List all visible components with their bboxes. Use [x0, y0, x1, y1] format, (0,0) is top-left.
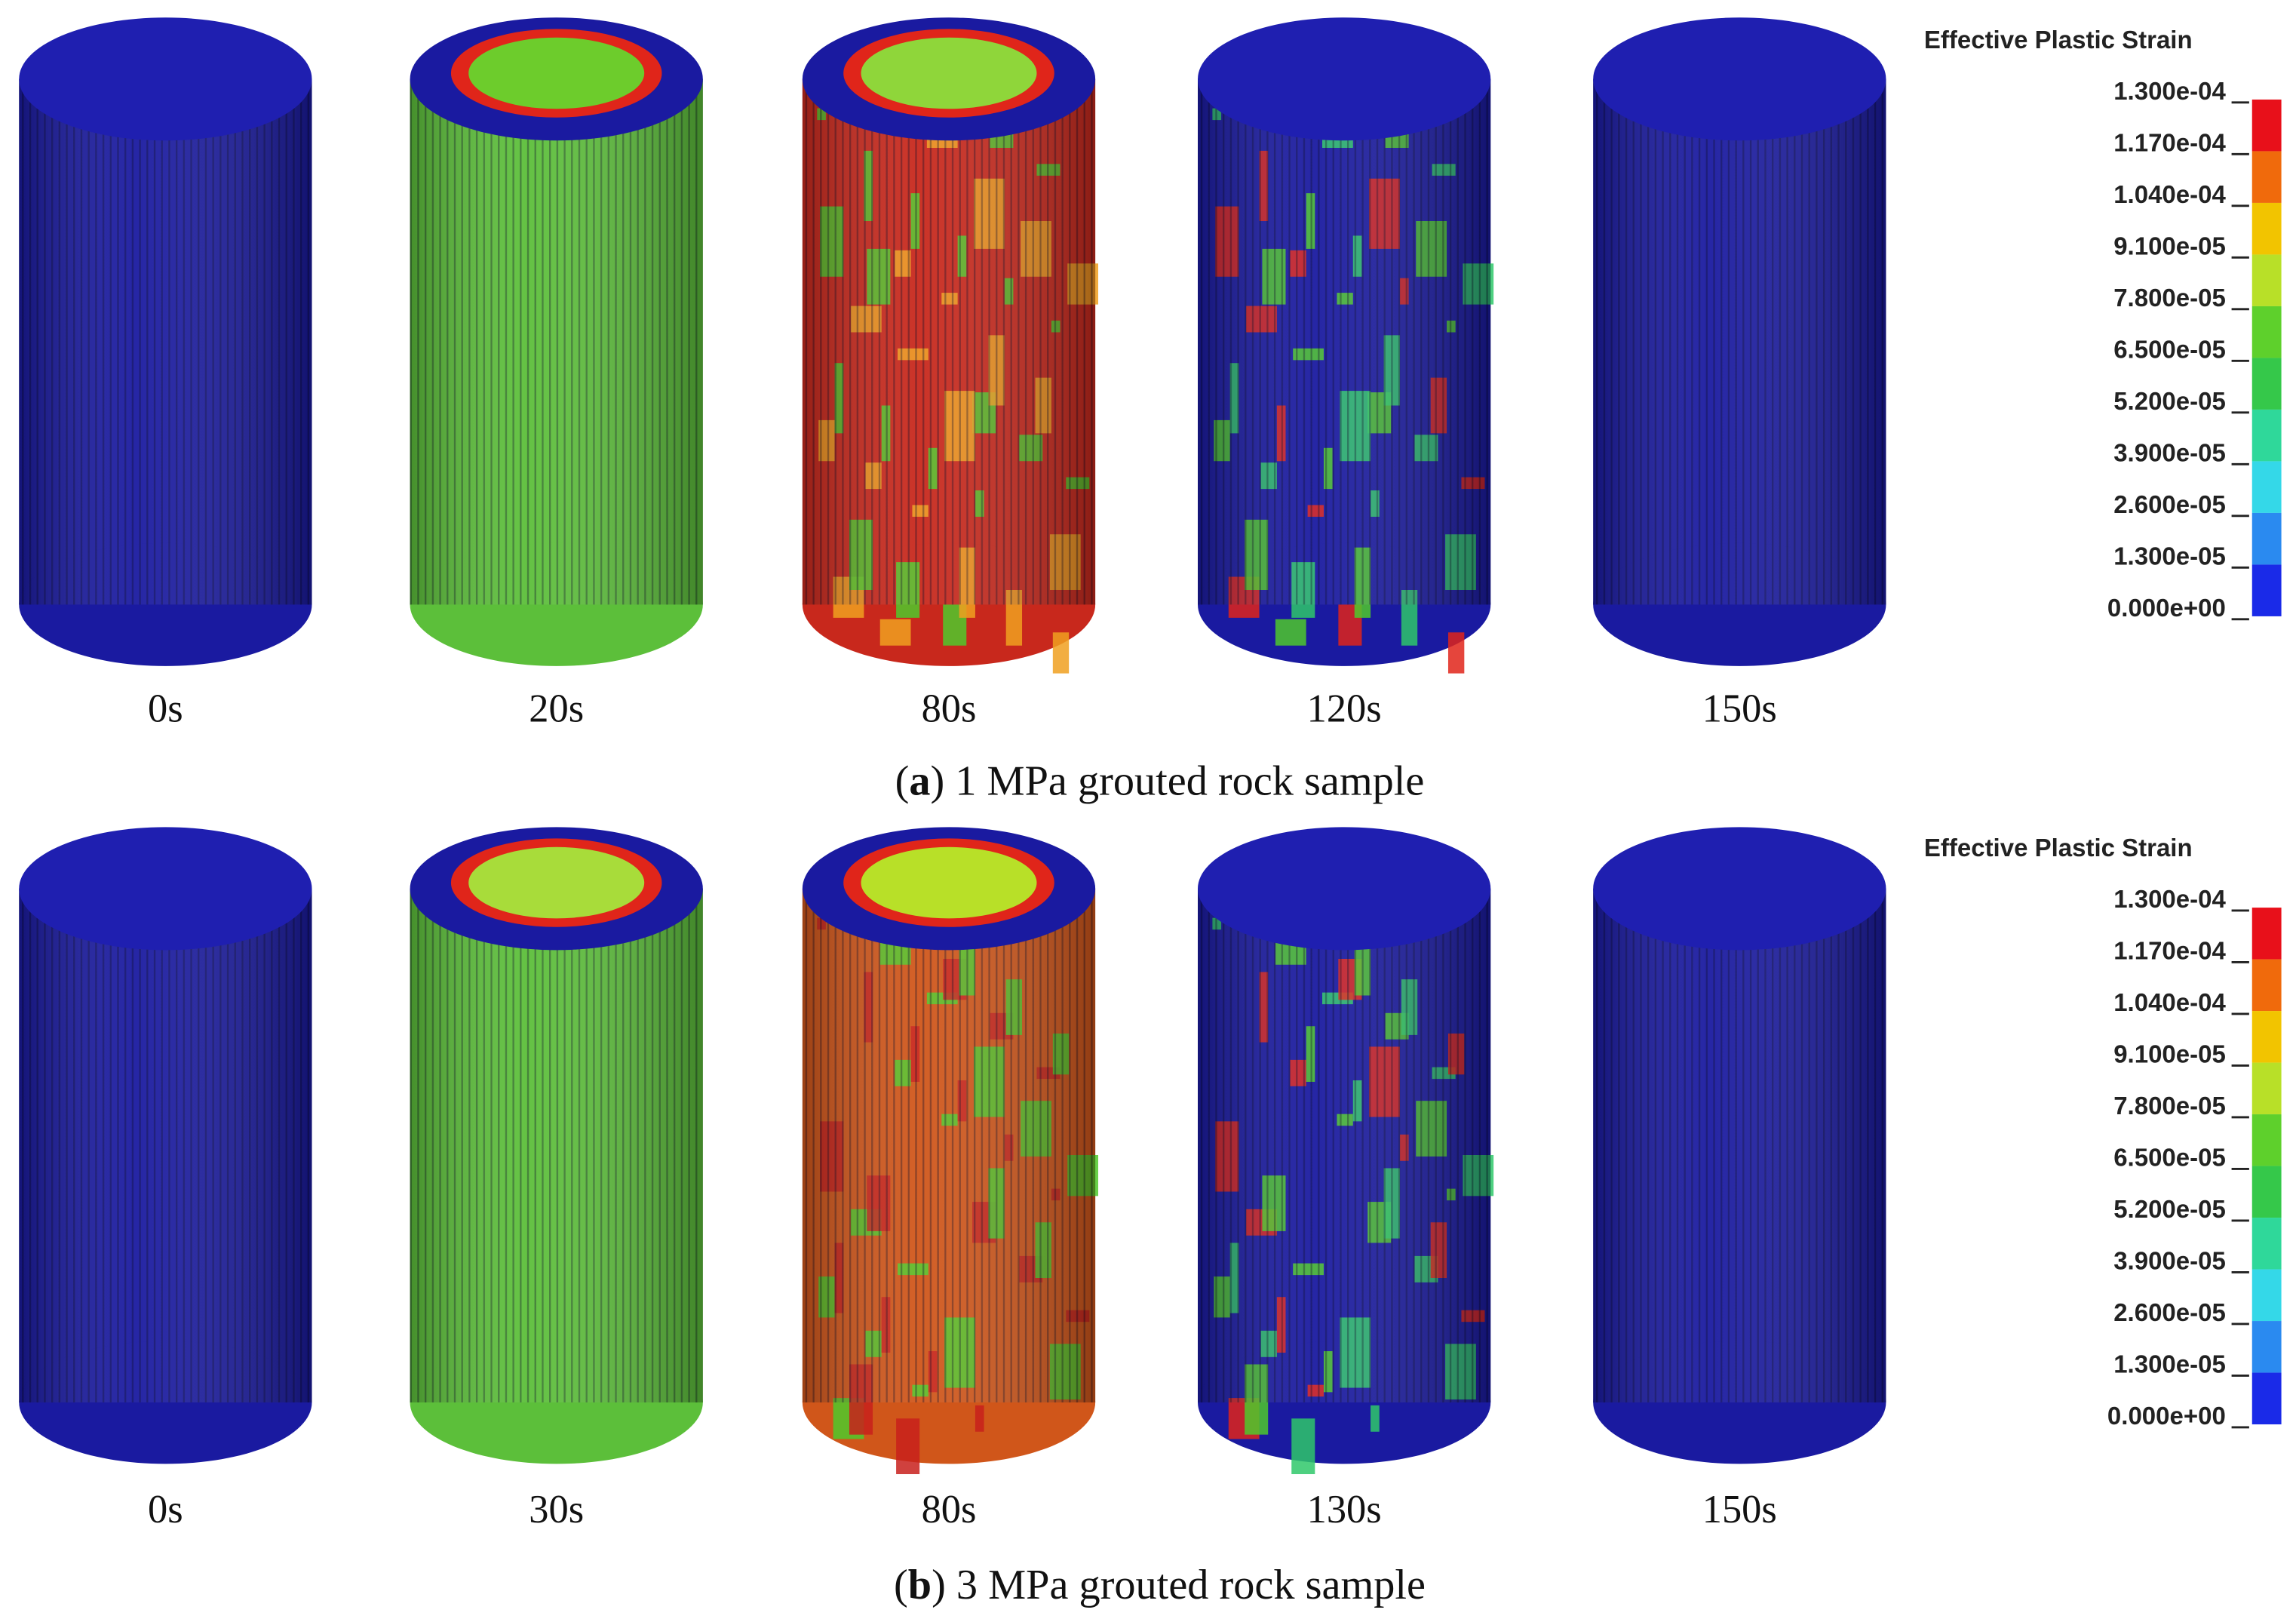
colorbar-tick-label: 1.170e-04 [2113, 937, 2226, 965]
cylinder-shade [802, 78, 1096, 605]
caption: (a) 1 MPa grouted rock sample [895, 758, 1425, 805]
colorbar-segment [2251, 99, 2282, 152]
colorbar-tick-label: 6.500e-05 [2113, 335, 2226, 363]
colorbar-segment [2251, 409, 2282, 462]
cylinder-shade [410, 78, 703, 605]
cylinder-shade [1593, 888, 1886, 1402]
colorbar-segment [2251, 254, 2282, 306]
time-label: 80s [922, 687, 977, 731]
cylinder-top [19, 827, 312, 951]
colorbar-tick-label: 3.900e-05 [2113, 438, 2226, 466]
colorbar-segment [2251, 1011, 2282, 1063]
colorbar-segment [2251, 1218, 2282, 1270]
colorbar-tick-label: 0.000e+00 [2107, 594, 2226, 622]
colorbar-segment [2251, 358, 2282, 410]
caption-text: ) 3 MPa grouted rock sample [932, 1562, 1426, 1608]
cylinder-shade [802, 888, 1096, 1402]
cylinder-top [1593, 827, 1886, 951]
caption-open: ( [894, 1562, 908, 1608]
colorbar-tick-label: 2.600e-05 [2113, 490, 2226, 518]
colorbar-tick-label: 6.500e-05 [2113, 1144, 2226, 1172]
cylinder-top [1198, 827, 1491, 951]
colorbar-segment [2251, 959, 2282, 1012]
top-inner [861, 37, 1037, 109]
colorbar-tick-label: 1.300e-05 [2113, 542, 2226, 570]
cylinder-shade [410, 888, 703, 1402]
legend-title: Effective Plastic Strain [1924, 26, 2193, 54]
time-label: 150s [1702, 1488, 1777, 1531]
cylinder-top [19, 17, 312, 141]
strain-patch [879, 619, 911, 646]
strain-patch [1291, 1418, 1315, 1475]
colorbar-tick-label: 2.600e-05 [2113, 1298, 2226, 1326]
colorbar-tick-label: 7.800e-05 [2113, 1092, 2226, 1120]
top-inner [861, 846, 1037, 919]
strain-patch [896, 1418, 920, 1475]
colorbar-segment [2251, 1114, 2282, 1166]
strain-patch [1052, 632, 1070, 674]
colorbar-segment [2251, 1321, 2282, 1373]
top-inner [468, 37, 645, 109]
colorbar-tick-label: 1.040e-04 [2113, 988, 2226, 1016]
colorbar-segment [2251, 908, 2282, 960]
strain-patch [1371, 1405, 1380, 1432]
time-label: 130s [1307, 1488, 1382, 1531]
time-label: 0s [148, 687, 183, 731]
colorbar-segment [2251, 564, 2282, 616]
colorbar-tick-label: 5.200e-05 [2113, 1195, 2226, 1223]
top-inner [468, 846, 645, 919]
colorbar-segment [2251, 1166, 2282, 1218]
cylinder-top [1593, 17, 1886, 141]
colorbar-tick-label: 3.900e-05 [2113, 1247, 2226, 1275]
legend-title: Effective Plastic Strain [1924, 834, 2193, 862]
colorbar-tick-label: 7.800e-05 [2113, 284, 2226, 312]
strain-patch [1447, 632, 1465, 674]
cylinder-shade [1593, 78, 1886, 605]
time-label: 30s [529, 1488, 584, 1531]
colorbar-tick-label: 9.100e-05 [2113, 1040, 2226, 1068]
colorbar-tick-label: 1.040e-04 [2113, 180, 2226, 208]
time-label: 20s [529, 687, 584, 731]
cylinder-top [1198, 17, 1491, 141]
colorbar-tick-label: 5.200e-05 [2113, 387, 2226, 415]
colorbar-tick-label: 1.300e-04 [2113, 885, 2226, 913]
colorbar-tick-label: 1.300e-04 [2113, 77, 2226, 105]
caption: (b) 3 MPa grouted rock sample [894, 1562, 1426, 1608]
time-label: 80s [922, 1488, 977, 1531]
caption-open: ( [895, 758, 910, 805]
cylinder-shade [19, 78, 312, 605]
strain-patch [1275, 619, 1306, 646]
time-label: 0s [148, 1488, 183, 1531]
colorbar-segment [2251, 202, 2282, 255]
time-label: 150s [1702, 687, 1777, 731]
time-label: 120s [1307, 687, 1382, 731]
colorbar-tick-label: 9.100e-05 [2113, 232, 2226, 260]
cylinder-shade [1198, 78, 1491, 605]
caption-label: a [909, 758, 930, 805]
strain-patch [975, 1405, 984, 1432]
cylinder-shade [19, 888, 312, 1402]
colorbar-tick-label: 1.300e-05 [2113, 1350, 2226, 1378]
colorbar-segment [2251, 512, 2282, 565]
cylinder-shade [1198, 888, 1491, 1402]
caption-text: ) 1 MPa grouted rock sample [931, 758, 1425, 805]
colorbar-tick-label: 0.000e+00 [2107, 1402, 2226, 1430]
colorbar-segment [2251, 151, 2282, 203]
caption-label: b [908, 1562, 932, 1608]
colorbar-segment [2251, 1062, 2282, 1115]
colorbar-segment [2251, 1372, 2282, 1425]
colorbar-segment [2251, 306, 2282, 358]
colorbar-segment [2251, 461, 2282, 513]
colorbar-tick-label: 1.170e-04 [2113, 128, 2226, 156]
colorbar-segment [2251, 1269, 2282, 1322]
